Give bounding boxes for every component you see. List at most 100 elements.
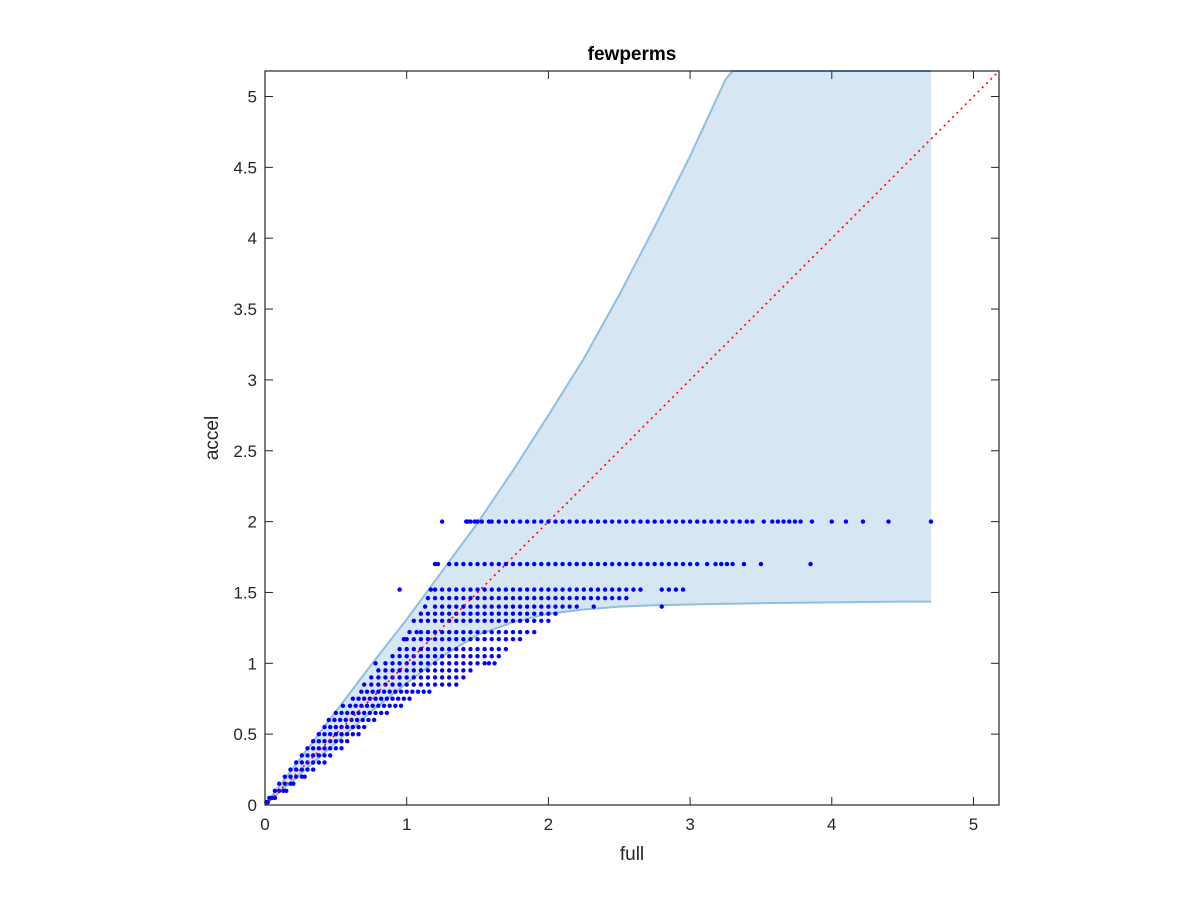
data-point — [411, 618, 416, 623]
data-point — [393, 703, 398, 709]
data-point — [503, 611, 509, 616]
data-point — [407, 696, 412, 701]
data-point — [439, 611, 445, 616]
data-point — [390, 661, 395, 666]
data-point — [524, 618, 530, 623]
data-point — [411, 682, 416, 687]
data-point — [524, 611, 530, 616]
data-point — [704, 561, 710, 567]
data-point — [369, 682, 374, 687]
data-point — [602, 519, 608, 524]
data-point — [397, 661, 402, 666]
data-point — [364, 689, 370, 694]
data-point — [468, 561, 473, 567]
data-point — [468, 604, 473, 609]
data-point — [567, 587, 572, 592]
y-tick-label: 5 — [248, 88, 257, 107]
data-point — [496, 618, 502, 623]
data-point — [517, 595, 523, 601]
data-point — [713, 561, 718, 567]
data-point — [694, 519, 700, 524]
data-point — [595, 587, 601, 592]
data-point — [418, 668, 424, 673]
data-point — [454, 587, 459, 592]
data-point — [609, 587, 615, 592]
data-point — [333, 746, 339, 751]
data-point — [524, 587, 530, 592]
data-point — [432, 646, 438, 652]
data-point — [567, 561, 572, 567]
data-point — [378, 696, 384, 701]
data-point — [344, 710, 350, 716]
data-point — [366, 717, 371, 723]
data-point — [553, 587, 558, 592]
y-tick-label: 1 — [248, 654, 257, 673]
data-point — [356, 710, 361, 716]
data-point — [432, 668, 438, 673]
data-point — [539, 519, 544, 524]
data-point — [567, 519, 572, 524]
data-point — [322, 731, 327, 737]
data-point — [454, 668, 459, 673]
data-point — [468, 587, 473, 592]
data-point — [316, 753, 322, 758]
data-point — [428, 587, 433, 592]
data-point — [560, 519, 565, 524]
data-point — [418, 637, 424, 642]
data-point — [439, 629, 445, 635]
data-point — [425, 618, 431, 623]
data-point — [546, 587, 551, 592]
data-point — [638, 561, 643, 567]
y-tick-label: 0.5 — [233, 725, 257, 744]
data-point — [310, 760, 316, 765]
data-point — [410, 689, 415, 694]
data-point — [322, 739, 327, 744]
data-point — [364, 703, 370, 709]
data-point — [447, 561, 452, 567]
data-point — [539, 611, 544, 616]
data-point — [532, 611, 537, 616]
data-point — [510, 604, 516, 609]
data-point — [404, 689, 409, 694]
data-point — [567, 595, 572, 601]
data-point — [489, 604, 494, 609]
data-point — [631, 561, 636, 567]
data-point — [432, 654, 438, 659]
data-point — [808, 561, 813, 567]
data-point — [454, 629, 459, 635]
data-point — [340, 703, 346, 709]
x-tick-label: 1 — [402, 815, 411, 834]
data-point — [489, 519, 494, 524]
data-point — [411, 646, 416, 652]
data-point — [414, 629, 419, 635]
data-point — [475, 646, 480, 652]
data-point — [574, 604, 579, 609]
data-point — [741, 561, 747, 567]
data-point — [371, 717, 377, 723]
data-point — [344, 724, 350, 730]
data-point — [432, 595, 438, 601]
data-point — [316, 760, 322, 765]
data-point — [496, 629, 502, 635]
data-point — [432, 611, 438, 616]
data-point — [595, 519, 601, 524]
data-point — [595, 561, 601, 567]
data-point — [496, 646, 502, 652]
data-point — [432, 618, 438, 623]
data-point — [425, 668, 431, 673]
data-point — [359, 689, 364, 694]
data-point — [454, 618, 459, 623]
data-point — [454, 561, 459, 567]
data-point — [666, 587, 672, 592]
y-tick-label: 3.5 — [233, 300, 257, 319]
data-point — [411, 637, 416, 642]
x-axis-label: full — [620, 844, 644, 865]
data-point — [532, 604, 537, 609]
data-point — [475, 637, 480, 642]
data-point — [373, 696, 378, 701]
data-point — [425, 637, 431, 642]
data-point — [461, 637, 466, 642]
data-point — [750, 519, 755, 524]
data-point — [475, 595, 480, 601]
data-point — [546, 618, 551, 623]
